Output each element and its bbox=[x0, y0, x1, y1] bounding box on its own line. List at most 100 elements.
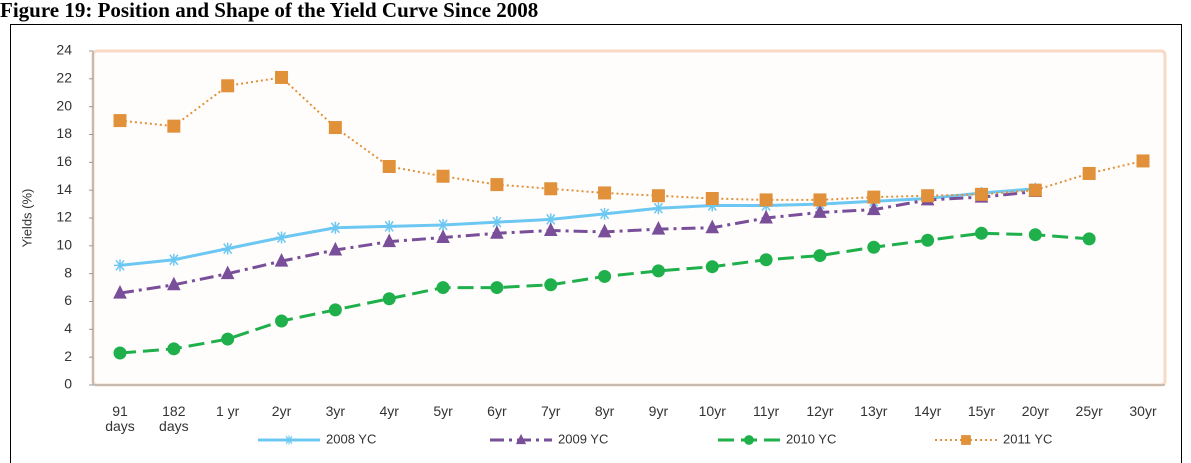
marker bbox=[974, 187, 988, 201]
marker bbox=[921, 189, 935, 203]
marker bbox=[1136, 154, 1150, 168]
legend-label: 2008 YC bbox=[326, 431, 376, 446]
marker bbox=[652, 202, 665, 215]
marker bbox=[275, 70, 289, 84]
x-tick-label: 25yr bbox=[1075, 403, 1103, 419]
marker bbox=[221, 79, 235, 93]
y-tick-label: 16 bbox=[56, 153, 72, 169]
legend-marker bbox=[744, 435, 754, 445]
marker bbox=[328, 121, 342, 135]
marker bbox=[705, 219, 720, 234]
marker bbox=[221, 242, 234, 255]
x-tick-label: 182 days bbox=[159, 403, 189, 434]
legend-label: 2009 YC bbox=[558, 431, 608, 446]
marker bbox=[921, 233, 935, 247]
marker bbox=[167, 119, 181, 133]
legend-marker bbox=[284, 435, 294, 445]
x-tick-label: 91 days bbox=[105, 403, 135, 434]
chart-title: Figure 19: Position and Shape of the Yie… bbox=[0, 0, 539, 22]
y-tick-label: 12 bbox=[56, 209, 72, 225]
y-tick-label: 0 bbox=[64, 376, 72, 392]
marker bbox=[544, 182, 558, 196]
x-tick-label: 8yr bbox=[594, 403, 615, 419]
x-tick-label: 20yr bbox=[1021, 403, 1049, 419]
marker bbox=[1082, 166, 1096, 180]
chart-frame bbox=[10, 24, 1182, 463]
marker bbox=[867, 190, 881, 204]
marker bbox=[1082, 232, 1096, 246]
marker bbox=[221, 332, 235, 346]
y-tick-label: 4 bbox=[64, 320, 72, 336]
x-tick-label: 9yr bbox=[648, 403, 669, 419]
marker bbox=[490, 225, 504, 239]
marker bbox=[382, 160, 396, 174]
marker bbox=[759, 193, 773, 207]
x-tick-label: 5yr bbox=[433, 403, 453, 419]
y-tick-label: 22 bbox=[56, 70, 72, 86]
series-line bbox=[119, 187, 1036, 267]
y-tick-label: 10 bbox=[56, 237, 72, 253]
marker bbox=[382, 233, 397, 248]
marker bbox=[275, 231, 288, 244]
marker bbox=[436, 281, 450, 295]
x-tick-label: 4yr bbox=[379, 403, 399, 419]
marker bbox=[220, 265, 235, 280]
marker bbox=[598, 207, 611, 220]
marker bbox=[759, 209, 773, 224]
series-line bbox=[119, 76, 1144, 201]
x-tick-label: 11yr bbox=[752, 403, 780, 419]
marker bbox=[813, 249, 827, 263]
marker bbox=[813, 193, 827, 207]
x-tick-label: 30yr bbox=[1129, 403, 1157, 419]
x-tick-label: 15yr bbox=[967, 403, 996, 419]
x-tick-label: 6yr bbox=[487, 403, 507, 419]
x-tick-label: 2yr bbox=[271, 403, 292, 419]
x-tick-label: 13yr bbox=[860, 403, 888, 419]
marker bbox=[490, 216, 503, 229]
legend-label: 2011 YC bbox=[1003, 431, 1052, 446]
marker bbox=[329, 221, 342, 234]
marker bbox=[705, 260, 719, 274]
plot-area bbox=[91, 49, 1167, 387]
marker bbox=[544, 213, 557, 226]
y-tick-label: 20 bbox=[56, 97, 72, 113]
marker bbox=[490, 178, 504, 192]
marker bbox=[974, 226, 988, 240]
marker bbox=[598, 186, 612, 200]
x-tick-label: 12yr bbox=[806, 403, 834, 419]
marker bbox=[759, 253, 773, 267]
y-tick-label: 8 bbox=[64, 264, 72, 280]
marker bbox=[274, 253, 289, 267]
marker bbox=[1028, 183, 1042, 197]
marker bbox=[437, 218, 450, 231]
marker bbox=[328, 241, 343, 256]
marker bbox=[597, 223, 612, 238]
y-tick-label: 14 bbox=[56, 181, 72, 197]
marker bbox=[705, 192, 719, 206]
x-tick-label: 1 yr bbox=[216, 403, 240, 419]
legend-marker bbox=[515, 433, 527, 445]
marker bbox=[167, 253, 180, 266]
marker bbox=[866, 201, 881, 216]
marker bbox=[436, 229, 450, 243]
y-axis-label: Yields (%) bbox=[19, 189, 34, 248]
marker bbox=[114, 259, 126, 272]
marker bbox=[651, 189, 665, 203]
y-tick-label: 18 bbox=[56, 125, 72, 141]
marker bbox=[382, 292, 396, 306]
marker bbox=[275, 314, 289, 328]
y-tick-label: 6 bbox=[64, 292, 72, 308]
marker bbox=[167, 276, 181, 291]
y-tick-label: 24 bbox=[56, 42, 72, 58]
marker bbox=[813, 204, 827, 218]
marker bbox=[490, 281, 504, 295]
legend-marker bbox=[961, 435, 971, 445]
marker bbox=[1028, 228, 1042, 242]
x-tick-label: 14yr bbox=[914, 403, 942, 419]
marker bbox=[867, 240, 881, 254]
marker bbox=[436, 169, 450, 183]
marker bbox=[651, 221, 666, 235]
marker bbox=[113, 346, 127, 360]
